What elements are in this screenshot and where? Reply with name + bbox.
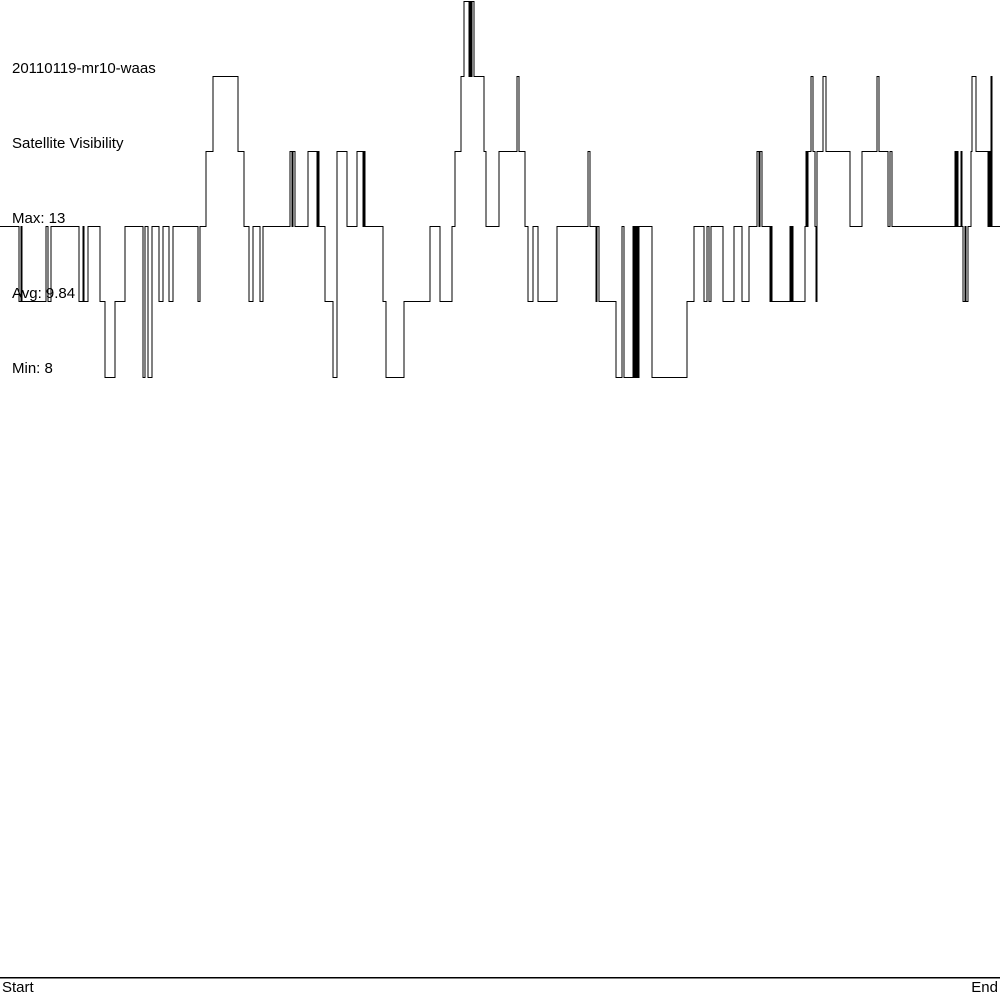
stat-max: Max: 13 — [12, 210, 66, 227]
chart-header: 20110119-mr10-waas Satellite Visibility … — [12, 6, 156, 431]
axis-start-label: Start — [2, 979, 34, 996]
step-line — [0, 1, 1000, 378]
chart-title: Satellite Visibility — [12, 135, 124, 152]
stat-min: Min: 8 — [12, 360, 53, 377]
dataset-name: 20110119-mr10-waas — [12, 60, 156, 77]
axis-end-label: End — [971, 979, 998, 996]
